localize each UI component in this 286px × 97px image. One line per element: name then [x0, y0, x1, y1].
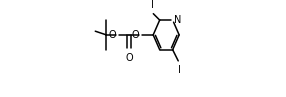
Text: O: O [132, 30, 139, 40]
Text: I: I [151, 0, 154, 10]
Text: O: O [109, 30, 116, 40]
Text: O: O [125, 52, 133, 62]
Text: N: N [174, 15, 181, 25]
Text: I: I [178, 65, 180, 75]
